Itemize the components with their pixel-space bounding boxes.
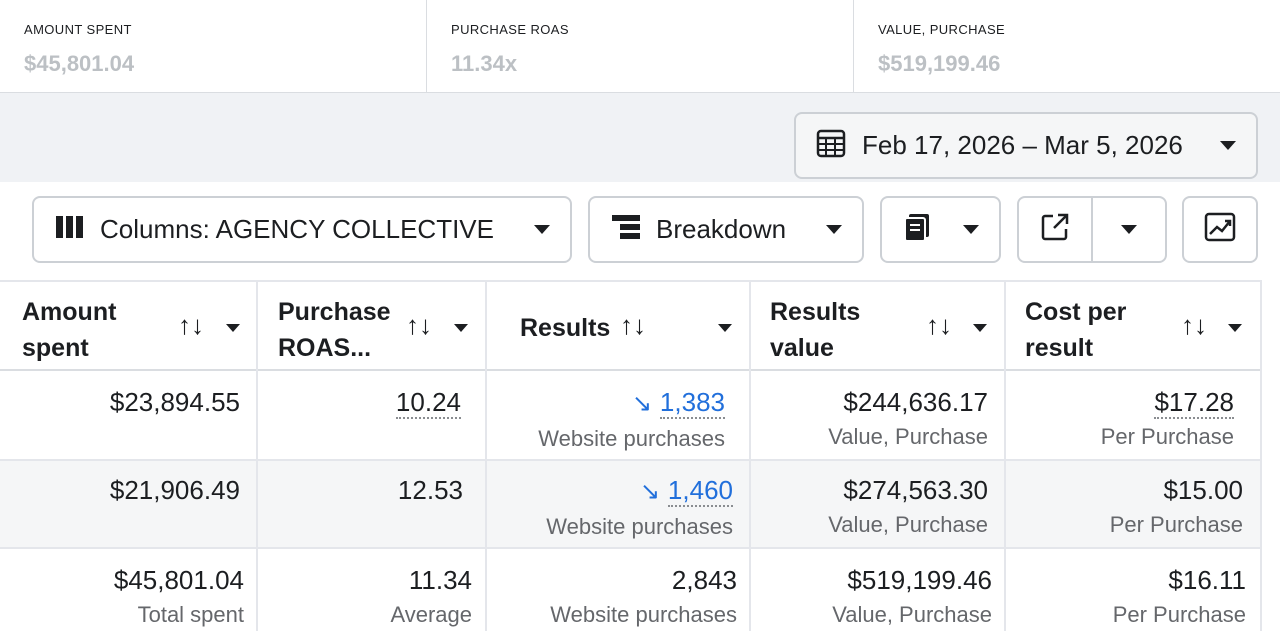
header-label: Cost per — [1025, 298, 1127, 326]
results-sub: Website purchases — [538, 426, 725, 451]
header-label: Purchase — [278, 298, 391, 326]
chevron-down-icon[interactable] — [226, 324, 240, 332]
header-results-value[interactable]: Results value ↑↓ — [750, 280, 1005, 371]
sort-icon[interactable]: ↑↓ — [178, 310, 204, 340]
results-sub: Website purchases — [546, 514, 733, 539]
row-divider — [0, 459, 1260, 461]
header-label: ROAS... — [278, 334, 372, 362]
header-label: result — [1025, 334, 1094, 362]
chevron-down-icon[interactable] — [454, 324, 468, 332]
header-label: spent — [22, 334, 89, 362]
chevron-down-icon[interactable] — [973, 324, 987, 332]
stat-label: VALUE, PURCHASE — [878, 22, 1006, 37]
stat-value-purchase: VALUE, PURCHASE $519,199.46 — [854, 0, 1280, 92]
breakdown-button[interactable]: Breakdown — [588, 196, 864, 263]
sort-icon[interactable]: ↑↓ — [406, 310, 432, 340]
results-value-cell: $274,563.30 — [843, 475, 988, 505]
chevron-down-icon — [1220, 141, 1236, 150]
total-results-value: $519,199.46 — [847, 565, 992, 595]
results-link[interactable]: 1,383 — [659, 387, 725, 419]
sort-icon[interactable]: ↑↓ — [620, 310, 646, 340]
chevron-down-icon — [1121, 225, 1137, 234]
sort-icon[interactable]: ↑↓ — [1181, 310, 1207, 340]
chevron-down-icon — [534, 225, 550, 234]
total-amount-spent-sub: Total spent — [137, 602, 244, 627]
results-table: Amount spent ↑↓ Purchase ROAS... ↑↓ Resu… — [0, 280, 1280, 631]
results-link[interactable]: 1,460 — [667, 475, 733, 507]
amount-spent-cell: $21,906.49 — [109, 475, 240, 505]
date-range-label: Feb 17, 2026 – Mar 5, 2026 — [862, 130, 1183, 160]
date-range-picker[interactable]: Feb 17, 2026 – Mar 5, 2026 — [794, 112, 1258, 179]
chevron-down-icon — [963, 225, 979, 234]
export-button[interactable] — [1019, 198, 1093, 261]
amount-spent-cell: $23,894.55 — [109, 387, 240, 417]
total-roas-sub: Average — [390, 602, 472, 627]
total-cost-per-result: $16.11 — [1168, 565, 1246, 595]
totals-row: $45,801.04 Total spent 11.34 Average 2,8… — [0, 549, 1260, 631]
results-value-cell: $244,636.17 — [843, 387, 988, 417]
stat-label: AMOUNT SPENT — [24, 22, 132, 37]
stat-purchase-roas: PURCHASE ROAS 11.34x — [427, 0, 854, 92]
table-row[interactable]: $23,894.55 10.24 ↘ 1,383 Website purchase… — [0, 371, 1260, 459]
header-cost-per-result[interactable]: Cost per result ↑↓ — [1005, 280, 1260, 371]
column-divider — [1004, 280, 1006, 631]
stats-bar: AMOUNT SPENT $45,801.04 PURCHASE ROAS 11… — [0, 0, 1280, 93]
chevron-down-icon[interactable] — [1228, 324, 1242, 332]
trend-down-icon: ↘ — [631, 390, 652, 417]
trend-down-icon: ↘ — [639, 478, 660, 505]
cost-per-result-sub: Per Purchase — [1100, 424, 1234, 449]
header-label: value — [770, 334, 834, 362]
export-dropdown-button[interactable] — [1093, 198, 1165, 261]
chevron-down-icon[interactable] — [718, 324, 732, 332]
column-divider — [256, 280, 258, 631]
columns-icon — [54, 214, 86, 245]
cost-per-result-cell: $15.00 — [1163, 475, 1243, 505]
row-divider — [0, 547, 1260, 549]
total-results-sub: Website purchases — [550, 602, 737, 627]
chevron-down-icon — [826, 225, 842, 234]
column-divider — [485, 280, 487, 631]
total-results-value-sub: Value, Purchase — [832, 602, 992, 627]
sort-icon[interactable]: ↑↓ — [926, 310, 952, 340]
cost-per-result-sub: Per Purchase — [1109, 512, 1243, 537]
header-label: Results — [770, 298, 861, 326]
breakdown-label: Breakdown — [656, 214, 787, 244]
header-label: Amount — [22, 298, 117, 326]
roas-cell: 12.53 — [397, 475, 463, 505]
reports-button[interactable] — [880, 196, 1001, 263]
results-value-sub: Value, Purchase — [828, 512, 988, 537]
columns-button[interactable]: Columns: AGENCY COLLECTIVE — [32, 196, 572, 263]
stat-amount-spent: AMOUNT SPENT $45,801.04 — [0, 0, 427, 92]
results-value-sub: Value, Purchase — [828, 424, 988, 449]
columns-label: Columns: AGENCY COLLECTIVE — [100, 214, 494, 244]
reports-icon — [902, 212, 932, 247]
export-button-group — [1017, 196, 1167, 263]
export-icon — [1040, 212, 1070, 247]
header-label: Results — [520, 314, 611, 342]
roas-cell[interactable]: 10.24 — [395, 387, 461, 419]
header-purchase-roas[interactable]: Purchase ROAS... ↑↓ — [256, 280, 486, 371]
stat-value: $45,801.04 — [24, 51, 135, 76]
total-cost-per-result-sub: Per Purchase — [1112, 602, 1246, 627]
breakdown-icon — [610, 213, 642, 246]
header-results[interactable]: Results ↑↓ — [486, 280, 750, 371]
stat-value: 11.34x — [451, 51, 518, 76]
table-row[interactable]: $21,906.49 12.53 ↘ 1,460 Website purchase… — [0, 461, 1260, 549]
stat-value: $519,199.46 — [878, 51, 1001, 76]
stat-label: PURCHASE ROAS — [451, 22, 569, 37]
calendar-icon — [816, 128, 846, 163]
header-amount-spent[interactable]: Amount spent ↑↓ — [0, 280, 256, 371]
chart-button[interactable] — [1182, 196, 1258, 263]
total-amount-spent: $45,801.04 — [113, 565, 244, 595]
cost-per-result-cell[interactable]: $17.28 — [1154, 387, 1234, 419]
table-right-edge — [1260, 280, 1280, 631]
column-divider — [749, 280, 751, 631]
chart-icon — [1204, 212, 1236, 247]
total-roas: 11.34 — [408, 565, 472, 595]
total-results: 2,843 — [671, 565, 737, 595]
